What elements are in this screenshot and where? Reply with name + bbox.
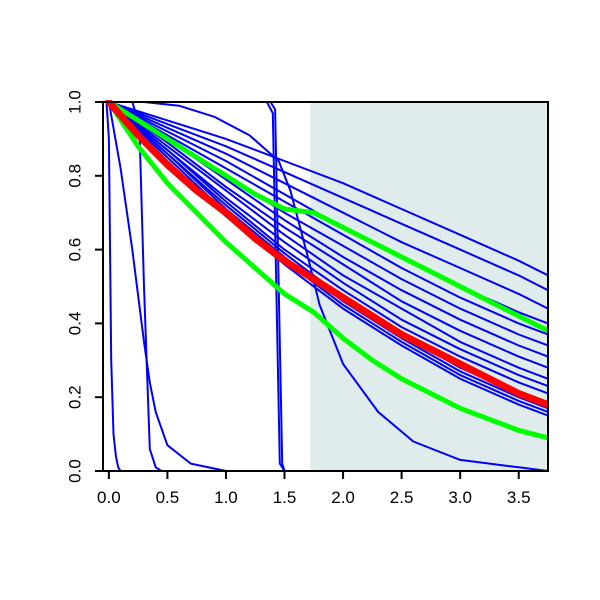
- series-line-outlier-19: [107, 101, 227, 472]
- x-tick-label: 0.0: [97, 488, 121, 507]
- series-line-lower-bound-2: [106, 100, 548, 441]
- series-line-band-7: [107, 101, 548, 336]
- series-line-band-5: [107, 101, 548, 310]
- shaded-region: [310, 102, 548, 471]
- x-tick-label: 2.0: [331, 488, 355, 507]
- x-tick-label: 2.5: [390, 488, 414, 507]
- x-tick-label: 3.0: [448, 488, 472, 507]
- series-line-band-4: [107, 101, 548, 277]
- x-tick-label: 3.5: [507, 488, 531, 507]
- series-line-outlier-18: [105, 101, 122, 472]
- y-tick-label: 0.4: [66, 312, 85, 336]
- y-tick-label: 0.6: [66, 238, 85, 262]
- series-line-band-3: [107, 101, 548, 292]
- series-line-band-11: [107, 101, 548, 380]
- y-tick-label: 0.8: [66, 164, 85, 188]
- series-line-upper-bound-1: [106, 100, 548, 334]
- series-line-median-0: [105, 100, 548, 409]
- series-line-band-13: [107, 101, 548, 395]
- x-tick-label: 1.5: [273, 488, 297, 507]
- series-line-outlier-21: [107, 101, 548, 472]
- series-line-band-16: [107, 101, 548, 413]
- y-tick-label: 1.0: [66, 90, 85, 114]
- x-tick-label: 0.5: [156, 488, 180, 507]
- series-line-band-10: [107, 101, 548, 369]
- y-tick-label: 0.0: [66, 459, 85, 483]
- y-tick-label: 0.2: [66, 385, 85, 409]
- plot-frame: [102, 101, 549, 472]
- x-tick-label: 1.0: [214, 488, 238, 507]
